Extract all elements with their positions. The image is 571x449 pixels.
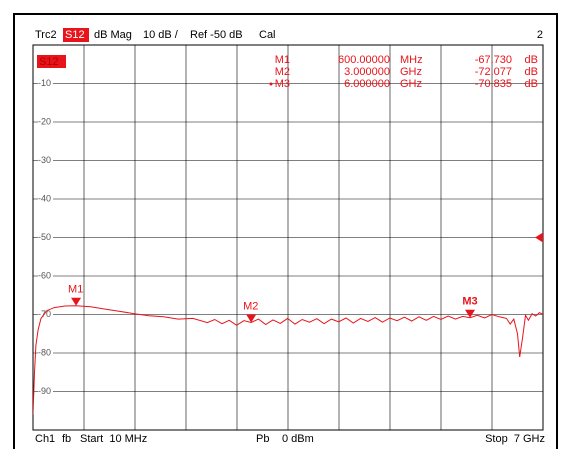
marker-freq-unit: MHz: [400, 54, 423, 66]
active-marker-dot: [269, 82, 273, 86]
y-tick-label: -20: [38, 116, 51, 126]
power-port: Pb: [256, 433, 269, 445]
marker-freq-unit: GHz: [400, 78, 422, 90]
y-tick-label: -40: [38, 193, 51, 203]
marker-name: M2: [275, 66, 290, 78]
trace-name: Trc2: [35, 29, 57, 41]
marker-triangle: [465, 309, 476, 318]
plot: S12 M1 M1 600.00000 MHz -67.730 dB M2 M2 3.000000…: [33, 54, 543, 415]
tick-label-bg: [38, 194, 53, 204]
marker-freq: 600.00000: [338, 54, 390, 66]
ref-arrow: [535, 232, 543, 243]
marker-freq: 3.000000: [344, 66, 390, 78]
tick-label-bg: [38, 271, 53, 281]
y-tick-label: -30: [38, 155, 51, 165]
tick-label-bg: [38, 348, 53, 358]
marker-value-unit: dB: [525, 66, 538, 78]
marker-freq: 6.000000: [344, 78, 390, 90]
y-tick-label: -60: [38, 270, 51, 280]
sweep: fb: [62, 433, 71, 445]
tick-label-bg: [38, 386, 53, 397]
marker-label: M3: [462, 296, 477, 308]
marker-value: -70.835: [475, 78, 512, 90]
screen-frame: [13, 13, 558, 449]
y-tick-label: -10: [38, 78, 51, 88]
marker-value: -72.077: [475, 66, 512, 78]
param-box: [63, 28, 89, 42]
window-number: 2: [537, 29, 543, 41]
trace-label-box: [37, 55, 66, 68]
cal: Cal: [259, 29, 276, 41]
marker-label: M2: [243, 300, 258, 312]
marker-triangle: [246, 314, 257, 323]
trace-line: [33, 305, 543, 415]
tick-label-bg: [38, 232, 53, 243]
param: S12: [65, 29, 85, 41]
footer: Ch1 fb Start 10 MHz Pb 0 dBm Stop 7 GHz: [35, 433, 545, 445]
y-tick-label: -50: [38, 232, 51, 242]
channel: Ch1: [35, 433, 55, 445]
marker-triangle: [71, 297, 82, 306]
ref-level: Ref -50 dB: [190, 29, 243, 41]
format: dB Mag: [94, 29, 132, 41]
trace-label: S12: [39, 56, 59, 68]
y-tick-label: -80: [38, 347, 51, 357]
marker-value-unit: dB: [525, 78, 538, 90]
grid: -10-20-30-40-50-60-70-80-90: [33, 45, 543, 430]
marker-value: -67.730: [475, 54, 512, 66]
header: Trc2 S12 dB Mag 10 dB / Ref -50 dB Cal 2: [35, 28, 543, 42]
marker-freq-unit: GHz: [400, 66, 422, 78]
tick-label-bg: [38, 78, 53, 89]
marker-name: M3: [275, 78, 290, 90]
marker-value-unit: dB: [525, 54, 538, 66]
scale: 10 dB /: [143, 29, 179, 41]
stop-freq: Stop 7 GHz: [485, 433, 545, 445]
marker-label: M1: [68, 284, 83, 296]
marker-name: M1: [275, 54, 290, 66]
tick-label-bg: [38, 117, 53, 127]
y-tick-label: -90: [38, 386, 51, 396]
tick-label-bg: [38, 309, 53, 320]
power: 0 dBm: [282, 433, 314, 445]
start-freq: Start 10 MHz: [80, 433, 147, 445]
tick-label-bg: [38, 155, 53, 166]
